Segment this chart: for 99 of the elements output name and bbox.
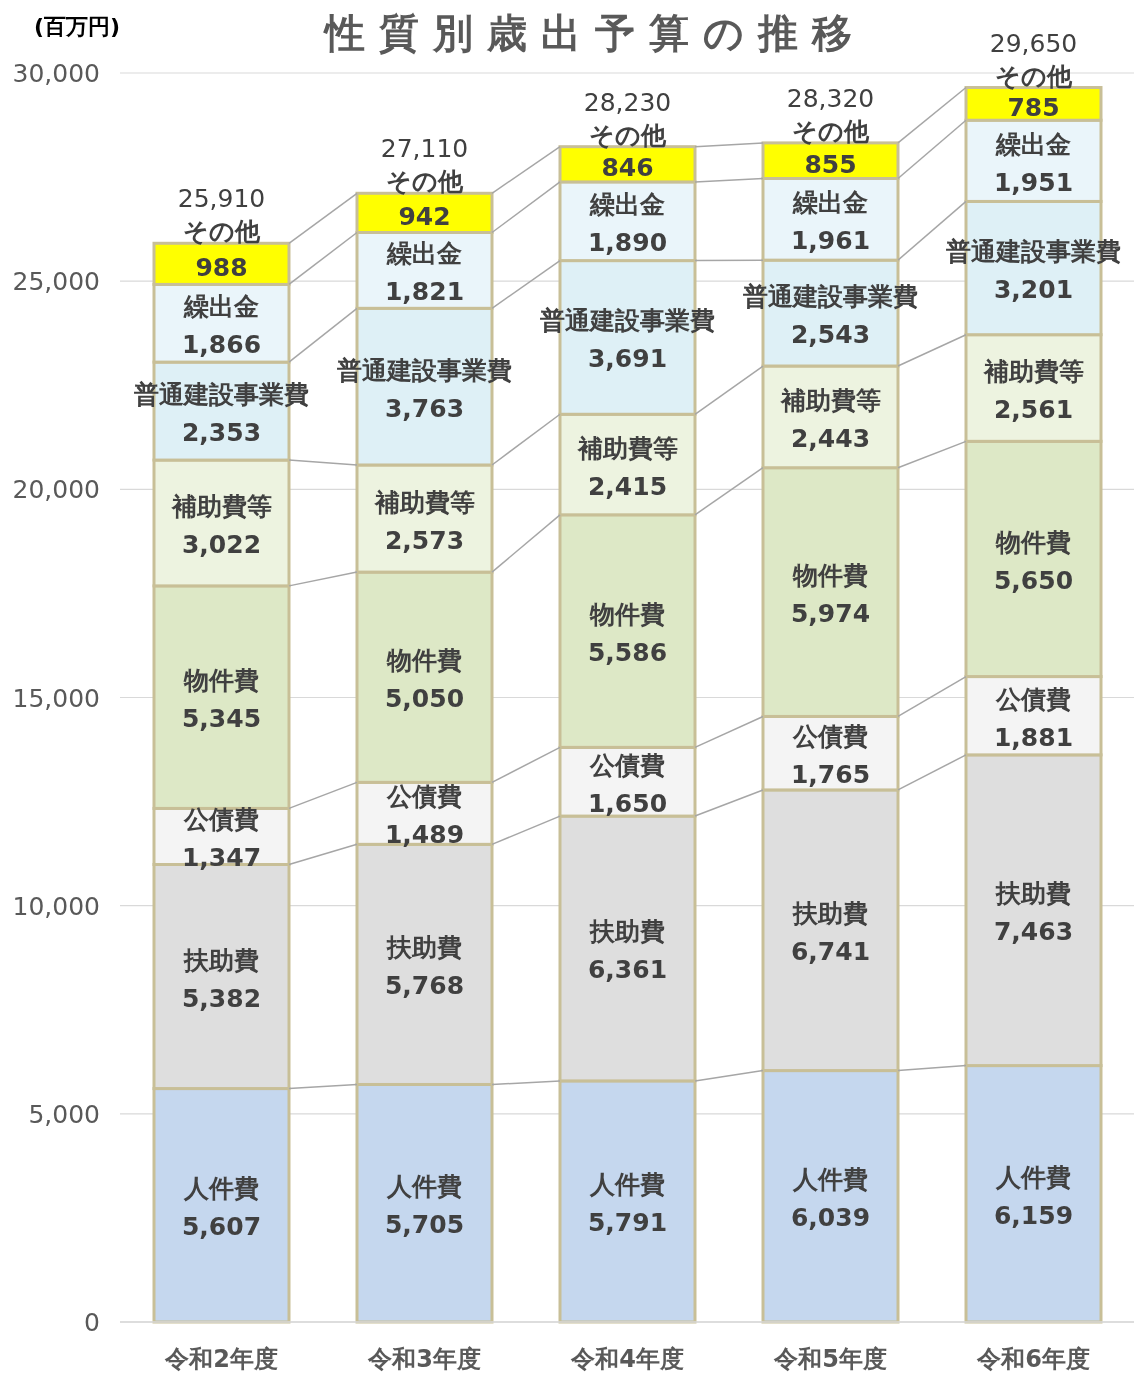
text: その他 <box>995 61 1072 91</box>
data-label: 5,705 <box>384 1210 465 1240</box>
data-label: 1,951 <box>993 167 1074 197</box>
data-label: 5,650 <box>993 565 1074 595</box>
data-label: 6,361 <box>587 955 668 985</box>
data-label: 1,890 <box>587 228 668 258</box>
series-label: 繰出金 <box>386 239 462 269</box>
y-tick-label: 0 <box>84 1308 100 1337</box>
y-tick-label: 5,000 <box>28 1099 100 1129</box>
data-label: 5,345 <box>181 704 262 734</box>
chart-title: 性質別歳出予算の推移 <box>322 10 866 56</box>
data-label: 3,022 <box>181 529 262 559</box>
y-axis-title: (百万円) <box>34 14 121 39</box>
data-label: 3,201 <box>993 275 1074 305</box>
text: 繰出金 <box>996 129 1071 159</box>
data-label: 988 <box>195 252 248 282</box>
data-label: 942 <box>398 201 451 231</box>
data-label: 785 <box>1007 92 1060 122</box>
text: 人件費 <box>996 1162 1071 1192</box>
series-label: 補助費等 <box>170 491 272 521</box>
data-label: 1,650 <box>587 788 668 818</box>
data-label: 846 <box>601 153 654 183</box>
data-label: 1,489 <box>384 820 465 850</box>
text: 補助費等 <box>577 433 678 463</box>
series-label: 人件費 <box>183 1174 259 1204</box>
series-label: 普通建設事業費 <box>133 380 309 410</box>
data-label: 1,866 <box>181 330 262 360</box>
data-label: 6,741 <box>790 937 871 967</box>
data-label: 1,765 <box>790 760 871 790</box>
text: 公債費 <box>996 684 1071 714</box>
text: 物件費 <box>996 527 1071 557</box>
x-tick-label: 令和2年度 <box>164 1345 278 1373</box>
text: 普通建設事業費 <box>540 306 715 336</box>
data-label: 2,415 <box>587 471 668 501</box>
text: 公債費 <box>793 722 868 752</box>
data-label: 2,543 <box>790 320 871 350</box>
text: 繰出金 <box>184 292 259 322</box>
data-label: 5,974 <box>790 599 871 629</box>
x-tick-label: 令和5年度 <box>773 1345 887 1373</box>
data-label: 6,039 <box>790 1203 871 1233</box>
total-label: 27,110 <box>380 134 469 164</box>
y-tick-label: 30,000 <box>12 59 100 88</box>
text: 補助費等 <box>983 357 1084 387</box>
data-label: 3,763 <box>384 393 465 423</box>
data-label: 1,347 <box>181 843 262 873</box>
y-tick-label: 20,000 <box>12 475 100 505</box>
data-label: 2,353 <box>181 418 262 448</box>
data-label: 1,881 <box>993 722 1074 752</box>
text: 補助費等 <box>780 385 881 415</box>
data-label: 6,159 <box>993 1200 1074 1230</box>
y-tick-label: 10,000 <box>12 891 100 921</box>
y-tick-label: 25,000 <box>12 267 100 297</box>
data-label: 2,443 <box>790 423 871 453</box>
data-label: 855 <box>804 149 857 179</box>
text: その他 <box>386 167 463 197</box>
data-label: 5,586 <box>587 638 668 668</box>
text: 人件費 <box>387 1172 462 1202</box>
data-label: 1,821 <box>384 277 465 307</box>
text: 扶助費 <box>590 917 665 947</box>
data-label: 5,791 <box>587 1208 668 1238</box>
text: 普通建設事業費 <box>946 237 1121 267</box>
series-label: 扶助費 <box>183 945 259 975</box>
text: 普通建設事業費 <box>337 355 512 385</box>
text: 人件費 <box>590 1170 665 1200</box>
x-tick-label: 令和6年度 <box>976 1345 1090 1373</box>
text: その他 <box>792 116 869 146</box>
data-label: 5,382 <box>181 983 262 1013</box>
data-label: 2,561 <box>993 395 1074 425</box>
text: 扶助費 <box>387 933 462 963</box>
x-tick-label: 令和4年度 <box>570 1345 684 1373</box>
total-label: 29,650 <box>989 28 1078 58</box>
text: 公債費 <box>184 805 259 835</box>
data-label: 2,573 <box>384 525 465 555</box>
text: 人件費 <box>793 1165 868 1195</box>
data-label: 5,768 <box>384 971 465 1001</box>
text: 普通建設事業費 <box>743 282 918 312</box>
series-label: 公債費 <box>386 782 462 812</box>
text: 物件費 <box>387 646 462 676</box>
y-tick-label: 15,000 <box>12 683 100 713</box>
text: 繰出金 <box>590 190 665 220</box>
total-label: 25,910 <box>177 184 266 214</box>
text: 補助費等 <box>374 487 475 517</box>
x-tick-label: 令和3年度 <box>367 1345 481 1373</box>
data-label: 5,607 <box>181 1212 262 1242</box>
total-label: 28,320 <box>786 83 875 113</box>
text: 物件費 <box>793 561 868 591</box>
text: 扶助費 <box>996 879 1071 909</box>
data-label: 3,691 <box>587 344 668 374</box>
text: その他 <box>589 120 666 150</box>
data-label: 1,961 <box>790 226 871 256</box>
data-label: 5,050 <box>384 684 465 714</box>
text: 扶助費 <box>793 899 868 929</box>
text: 公債費 <box>590 750 665 780</box>
text: 繰出金 <box>793 188 868 218</box>
data-label: 7,463 <box>993 917 1074 947</box>
series-label: その他 <box>183 217 261 247</box>
series-label: 物件費 <box>183 666 259 696</box>
text: 物件費 <box>590 600 665 630</box>
total-label: 28,230 <box>583 87 672 117</box>
